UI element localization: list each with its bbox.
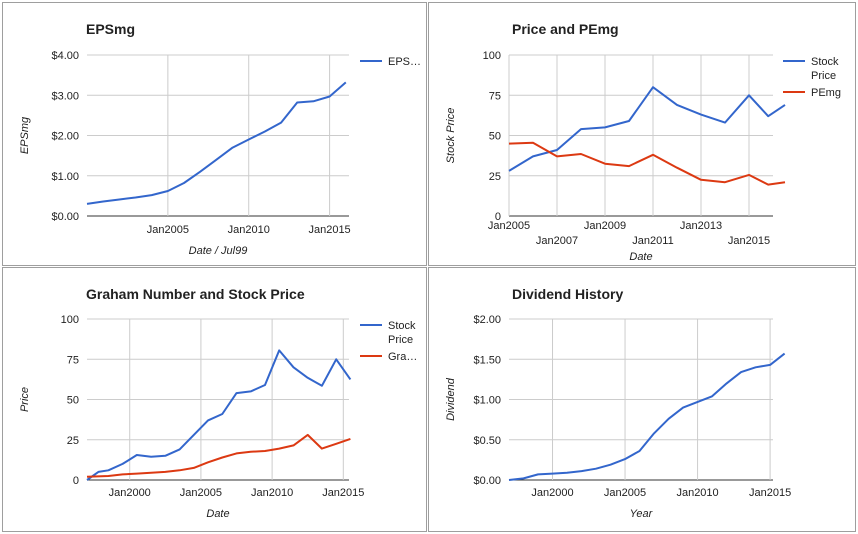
y-tick-label: 0 bbox=[73, 475, 79, 487]
y-tick-label: $0.00 bbox=[473, 475, 501, 487]
x-axis-title: Year bbox=[630, 508, 654, 520]
y-tick-label: 75 bbox=[489, 90, 501, 102]
x-tick-label: Jan2005 bbox=[488, 220, 530, 232]
x-tick-label: Jan2007 bbox=[536, 235, 578, 247]
x-tick-label: Jan2005 bbox=[180, 487, 222, 499]
legend-label: PEmg bbox=[811, 87, 841, 99]
legend-label: Price bbox=[811, 70, 836, 82]
x-tick-label: Jan2011 bbox=[632, 235, 673, 247]
chart-title: EPSmg bbox=[86, 21, 135, 37]
y-tick-label: $2.00 bbox=[473, 314, 501, 326]
series-line-0 bbox=[86, 81, 347, 205]
legend-label: EPS… bbox=[388, 56, 421, 68]
series-line-0 bbox=[508, 352, 786, 481]
x-tick-label: Jan2015 bbox=[728, 235, 770, 247]
x-tick-label: Jan2005 bbox=[147, 224, 189, 236]
eps-chart: EPSmg $0.00 $1.00 $2.00 $3.00 $4.00 Jan2005 Jan… bbox=[19, 21, 421, 257]
y-axis-title: Dividend bbox=[445, 377, 457, 421]
x-tick-label: Jan2015 bbox=[322, 487, 364, 499]
x-tick-label: Jan2015 bbox=[749, 487, 791, 499]
chart-title: Dividend History bbox=[512, 286, 623, 302]
price-pe-chart-panel: Price and PEmg 0 25 50 75 100 Jan2005 Jan2007 Ja… bbox=[428, 2, 856, 266]
y-axis-title: EPSmg bbox=[19, 116, 31, 154]
legend-label: Gra… bbox=[388, 351, 417, 363]
y-tick-label: 75 bbox=[67, 354, 79, 366]
y-axis-title: Stock Price bbox=[445, 108, 457, 164]
x-tick-label: Jan2013 bbox=[680, 220, 722, 232]
series-line-0 bbox=[86, 349, 352, 481]
series-line-1 bbox=[86, 433, 351, 478]
eps-chart-panel: EPSmg $0.00 $1.00 $2.00 $3.00 $4.00 Jan2005 Jan… bbox=[2, 2, 427, 266]
y-tick-label: $0.50 bbox=[473, 435, 501, 447]
x-tick-label: Jan2015 bbox=[308, 224, 350, 236]
chart-title: Graham Number and Stock Price bbox=[86, 286, 305, 302]
x-tick-label: Jan2005 bbox=[604, 487, 646, 499]
y-tick-label: $2.00 bbox=[51, 131, 79, 143]
legend-label: Stock bbox=[388, 320, 416, 332]
y-tick-label: $3.00 bbox=[51, 90, 79, 102]
x-tick-label: Jan2010 bbox=[251, 487, 293, 499]
y-axis-title: Price bbox=[19, 387, 31, 412]
x-tick-label: Jan2010 bbox=[676, 487, 718, 499]
y-tick-label: 0 bbox=[495, 211, 501, 223]
series-line-0 bbox=[508, 86, 786, 172]
y-tick-label: $1.00 bbox=[473, 395, 501, 407]
x-tick-label: Jan2010 bbox=[228, 224, 270, 236]
dividend-chart: Dividend History $0.00 $0.50 $1.00 $1.50 $2.0… bbox=[445, 286, 791, 520]
y-tick-label: $4.00 bbox=[51, 50, 79, 62]
y-tick-label: 50 bbox=[67, 395, 79, 407]
series-line-1 bbox=[508, 141, 786, 186]
x-axis-title: Date bbox=[629, 251, 652, 263]
dividend-chart-panel: Dividend History $0.00 $0.50 $1.00 $1.50 $2.0… bbox=[428, 267, 856, 532]
x-tick-label: Jan2000 bbox=[531, 487, 573, 499]
y-tick-label: 25 bbox=[67, 435, 79, 447]
graham-chart-panel: Graham Number and Stock Price 0 25 50 75 100 J… bbox=[2, 267, 427, 532]
legend-label: Stock bbox=[811, 56, 839, 68]
y-tick-label: $1.50 bbox=[473, 354, 501, 366]
legend-label: Price bbox=[388, 334, 413, 346]
chart-title: Price and PEmg bbox=[512, 21, 619, 37]
x-tick-label: Jan2009 bbox=[584, 220, 626, 232]
price-pe-chart: Price and PEmg 0 25 50 75 100 Jan2005 Jan2007 Ja… bbox=[445, 21, 841, 263]
y-tick-label: 100 bbox=[483, 50, 501, 62]
y-tick-label: $1.00 bbox=[51, 171, 79, 183]
y-tick-label: $0.00 bbox=[51, 211, 79, 223]
graham-chart: Graham Number and Stock Price 0 25 50 75 100 J… bbox=[19, 286, 417, 520]
x-tick-label: Jan2000 bbox=[109, 487, 151, 499]
y-tick-label: 100 bbox=[61, 314, 79, 326]
x-axis-title: Date / Jul99 bbox=[189, 245, 248, 257]
y-tick-label: 50 bbox=[489, 131, 501, 143]
x-axis-title: Date bbox=[206, 508, 229, 520]
y-tick-label: 25 bbox=[489, 171, 501, 183]
